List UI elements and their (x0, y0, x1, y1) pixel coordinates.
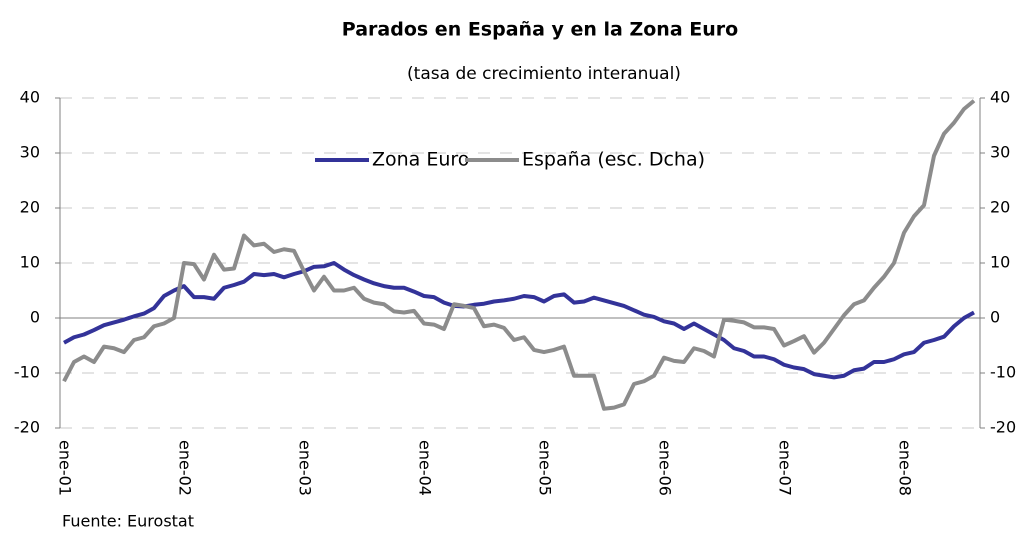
x-tick-label: ene-03 (296, 440, 315, 496)
x-tick-label: ene-01 (56, 440, 75, 496)
legend-label: Zona Euro (372, 149, 469, 171)
y-tick-label: 0 (30, 308, 40, 327)
x-tick-label: ene-04 (416, 440, 435, 496)
y2-tick-label: 30 (990, 143, 1010, 162)
y2-tick-label: 20 (990, 198, 1010, 217)
y2-tick-label: -10 (990, 363, 1016, 382)
y2-tick-label: 40 (990, 88, 1010, 107)
y-tick-label: 30 (20, 143, 40, 162)
legend-label: España (esc. Dcha) (522, 149, 705, 171)
data-line (63, 261, 975, 380)
x-tick-label: ene-07 (776, 440, 795, 496)
chart-title: Parados en España y en la Zona Euro (342, 19, 738, 41)
data-line (62, 99, 976, 411)
x-tick-label: ene-08 (896, 440, 915, 496)
x-tick-label: ene-05 (536, 440, 555, 496)
y2-tick-label: 0 (990, 308, 1000, 327)
y-tick-label: -10 (14, 363, 40, 382)
chart-subtitle: (tasa de crecimiento interanual) (407, 64, 681, 84)
x-tick-label: ene-06 (656, 440, 675, 496)
y2-tick-label: -20 (990, 418, 1016, 437)
y-tick-label: -20 (14, 418, 40, 437)
source-note: Fuente: Eurostat (62, 512, 194, 531)
y-tick-label: 40 (20, 88, 40, 107)
x-tick-label: ene-02 (176, 440, 195, 496)
y-tick-label: 20 (20, 198, 40, 217)
y2-tick-label: 10 (990, 253, 1010, 272)
y-tick-label: 10 (20, 253, 40, 272)
